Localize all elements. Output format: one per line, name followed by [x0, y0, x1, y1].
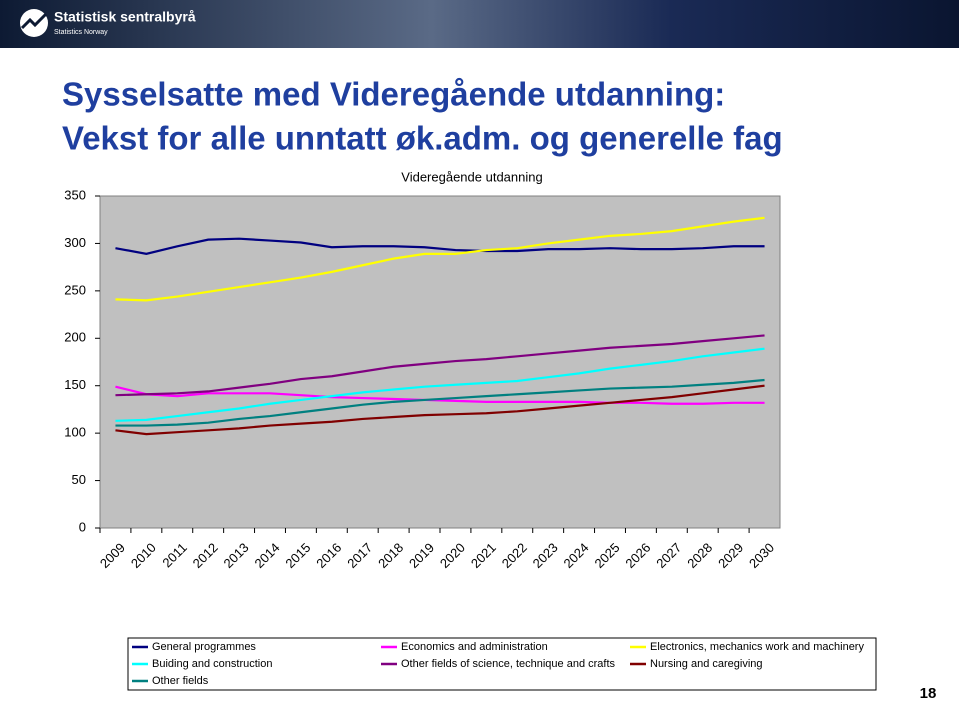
legend — [127, 637, 877, 691]
header-banner — [0, 0, 959, 48]
series-line — [115, 378, 765, 427]
x-tick-label: 2020 — [437, 540, 468, 571]
legend-label: Other fields — [152, 675, 209, 687]
y-tick-label: 250 — [64, 282, 86, 297]
logo-sub: Statistics Norway — [54, 29, 108, 36]
series-line — [115, 385, 765, 405]
x-tick-label: 2009 — [97, 540, 128, 571]
legend-label: Economics and administration — [401, 641, 548, 653]
x-tick-label: 2026 — [622, 540, 653, 571]
y-tick-label: 0 — [79, 519, 86, 534]
x-tick-label: 2025 — [591, 540, 622, 571]
y-tick-label: 300 — [64, 235, 86, 250]
x-tick-label: 2019 — [406, 540, 437, 571]
legend-label: Electronics, mechanics work and machiner… — [650, 641, 864, 653]
legend-label: Nursing and caregiving — [650, 658, 763, 670]
series-line — [115, 237, 765, 255]
legend-label: Buiding and construction — [152, 658, 272, 670]
legend-label: Other fields of science, technique and c… — [401, 658, 616, 670]
x-tick-label: 2016 — [313, 540, 344, 571]
x-tick-label: 2029 — [715, 540, 746, 571]
x-tick-label: 2023 — [530, 540, 561, 571]
x-tick-label: 2021 — [468, 540, 499, 571]
y-tick-label: 200 — [64, 330, 86, 345]
x-tick-label: 2028 — [684, 540, 715, 571]
chart-title: Videregående utdanning — [401, 169, 542, 184]
slide-title: Vekst for alle unntatt øk.adm. og genere… — [62, 120, 783, 157]
x-tick-label: 2015 — [282, 540, 313, 571]
x-tick-label: 2022 — [499, 540, 530, 571]
series-line — [115, 334, 765, 397]
logo-name: Statistisk sentralbyrå — [54, 9, 196, 25]
y-tick-label: 100 — [64, 425, 86, 440]
logo-mark-line — [20, 12, 48, 30]
slide-title: Sysselsatte med Videregående utdanning: — [62, 76, 725, 113]
y-tick-label: 350 — [64, 187, 86, 202]
x-tick-label: 2030 — [746, 540, 777, 571]
x-tick-label: 2013 — [221, 540, 252, 571]
x-tick-label: 2014 — [251, 540, 282, 571]
page-number: 18 — [920, 685, 937, 701]
series-line — [115, 216, 765, 302]
x-tick-label: 2012 — [190, 540, 221, 571]
y-tick-label: 50 — [72, 472, 86, 487]
x-tick-label: 2010 — [128, 540, 159, 571]
x-tick-label: 2011 — [159, 540, 189, 570]
series-line — [115, 384, 765, 436]
x-tick-label: 2018 — [375, 540, 406, 571]
x-tick-label: 2024 — [561, 540, 592, 571]
x-tick-label: 2017 — [344, 540, 375, 571]
y-tick-label: 150 — [64, 377, 86, 392]
x-tick-label: 2027 — [653, 540, 684, 571]
legend-label: General programmes — [152, 641, 256, 653]
series-line — [115, 347, 765, 422]
